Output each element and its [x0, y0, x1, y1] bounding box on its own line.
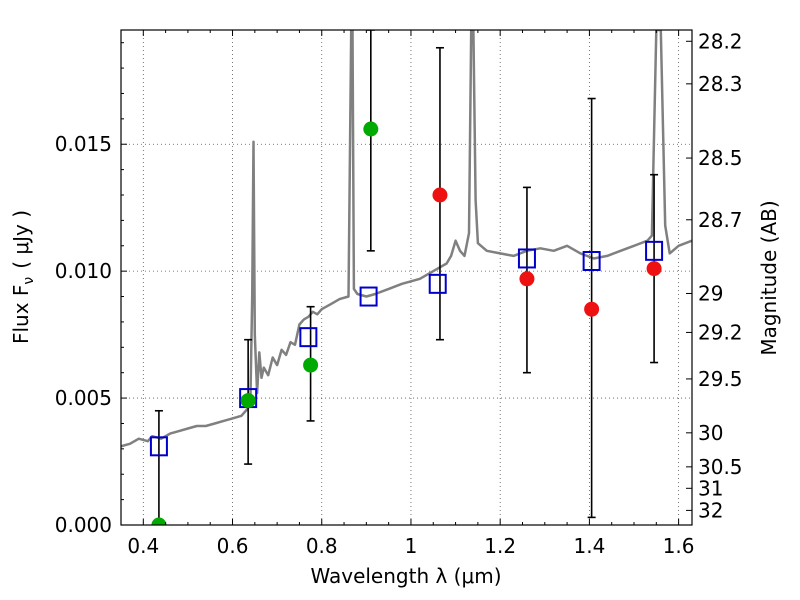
y-axis-label-subscript: ν: [21, 277, 37, 285]
y2-tick-label: 28.7: [698, 208, 743, 232]
y2-tick-label: 31: [698, 476, 723, 500]
y2-tick-label: 28.2: [698, 29, 743, 53]
y2-tick-label: 30.5: [698, 455, 743, 479]
limit-point: [519, 271, 535, 287]
model-spectrum-line: [121, 30, 692, 448]
y2-axis-label: Magnitude (AB): [757, 200, 781, 355]
y2-tick-label: 32: [698, 498, 723, 522]
x-tick-label: 0.6: [217, 534, 249, 558]
detection-point: [363, 121, 379, 137]
y2-tick-label: 28.5: [698, 146, 743, 170]
y-axis-label-unit: ( μJy ): [9, 210, 33, 269]
y-axis-label-main: Flux F: [9, 285, 33, 344]
model-photometry-square: [299, 327, 318, 348]
model-photometry-square: [359, 286, 378, 307]
x-tick-label: 1.2: [484, 534, 516, 558]
y-tick-label: 0.010: [55, 259, 112, 283]
y-tick-label: 0.015: [55, 132, 112, 156]
y-tick-label: 0.000: [55, 513, 112, 537]
detection-point: [151, 517, 167, 525]
model-photometry-square: [645, 240, 664, 261]
y2-tick-label: 28.3: [698, 72, 743, 96]
detection-point: [240, 393, 256, 409]
limit-point: [432, 187, 448, 203]
limit-point: [646, 261, 662, 277]
plot-area: [121, 30, 692, 525]
grid: [121, 30, 692, 526]
x-tick-label: 1.6: [663, 534, 695, 558]
x-axis-label: Wavelength λ (μm): [310, 564, 501, 588]
x-tick-label: 1: [405, 534, 418, 558]
detection-point: [303, 357, 319, 373]
model-photometry-square: [428, 273, 447, 294]
y2-tick-label: 29: [698, 281, 723, 305]
limit-point: [584, 301, 600, 317]
x-tick-label: 0.8: [306, 534, 338, 558]
model-photometry-square: [582, 251, 601, 271]
x-tick-label: 1.4: [573, 534, 605, 558]
y-axis-label: Flux Fν ( μJy ): [9, 210, 37, 344]
y2-tick-label: 30: [698, 421, 723, 445]
model-photometry-square: [517, 248, 536, 269]
y2-tick-label: 29.2: [698, 320, 743, 344]
model-photometry-square: [149, 436, 168, 457]
y-tick-label: 0.005: [55, 386, 112, 410]
y2-tick-label: 29.5: [698, 367, 743, 391]
x-tick-label: 0.4: [127, 534, 159, 558]
axes: 0.4 0.6 0.8 1 1.2 1.4 1.6 0.000 0.005 0.010 0.015 2…: [55, 29, 743, 558]
plot-frame: [120, 29, 693, 526]
